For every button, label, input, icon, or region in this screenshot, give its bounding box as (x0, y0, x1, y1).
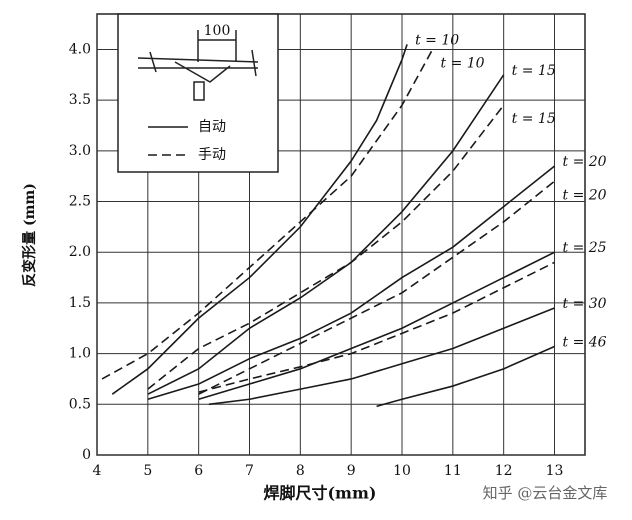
series-label: t = 15 (512, 111, 556, 127)
x-tick-label: 9 (347, 463, 356, 479)
series-label: t = 20 (563, 154, 607, 170)
series-label: t = 10 (415, 32, 459, 48)
x-tick-label: 13 (546, 463, 564, 479)
series-line (376, 345, 555, 408)
break-mark (149, 49, 257, 77)
series-line (111, 44, 408, 395)
x-axis-label: 焊脚尺寸(mm) (263, 484, 376, 503)
series-line (198, 261, 555, 393)
y-tick-label: 0 (82, 447, 91, 463)
x-tick-label: 8 (296, 463, 305, 479)
series-line (101, 49, 434, 380)
series-line (198, 251, 555, 401)
x-tick-label: 6 (194, 463, 203, 479)
y-tick-label: 2.0 (69, 244, 91, 260)
y-tick-label: 2.5 (69, 194, 91, 210)
y-tick-label: 1.0 (69, 346, 91, 362)
x-tick-label: 11 (444, 463, 462, 479)
web-plate (193, 81, 205, 101)
legend-label: 手动 (198, 147, 226, 163)
series-label: t = 46 (563, 335, 607, 351)
series-line (147, 104, 505, 390)
y-tick-label: 4.0 (69, 41, 91, 57)
y-tick-label: 1.5 (69, 295, 91, 311)
x-tick-label: 5 (143, 463, 152, 479)
y-tick-label: 3.0 (69, 143, 91, 159)
series-label: t = 20 (563, 187, 607, 203)
x-tick-label: 10 (393, 463, 411, 479)
x-tick-label: 4 (93, 463, 102, 479)
watermark: 知乎 @云台金文库 (483, 484, 608, 502)
series-line (147, 74, 505, 395)
series-line (208, 307, 555, 406)
series-label: t = 10 (441, 55, 485, 71)
series-label: t = 25 (563, 240, 607, 256)
inset-diagram (137, 30, 259, 101)
inset-dimension: 100 (204, 23, 231, 39)
weld-profile (137, 57, 259, 83)
x-tick-label: 7 (245, 463, 254, 479)
series-line (147, 165, 555, 401)
y-tick-label: 0.5 (69, 396, 91, 412)
series-line (198, 180, 555, 395)
series-label: t = 30 (563, 296, 607, 312)
y-axis-label: 反变形量 (mm) (21, 183, 38, 287)
y-tick-label: 3.5 (69, 92, 91, 108)
x-tick-label: 12 (495, 463, 513, 479)
legend-label: 自动 (198, 119, 226, 135)
series-label: t = 15 (512, 63, 556, 79)
